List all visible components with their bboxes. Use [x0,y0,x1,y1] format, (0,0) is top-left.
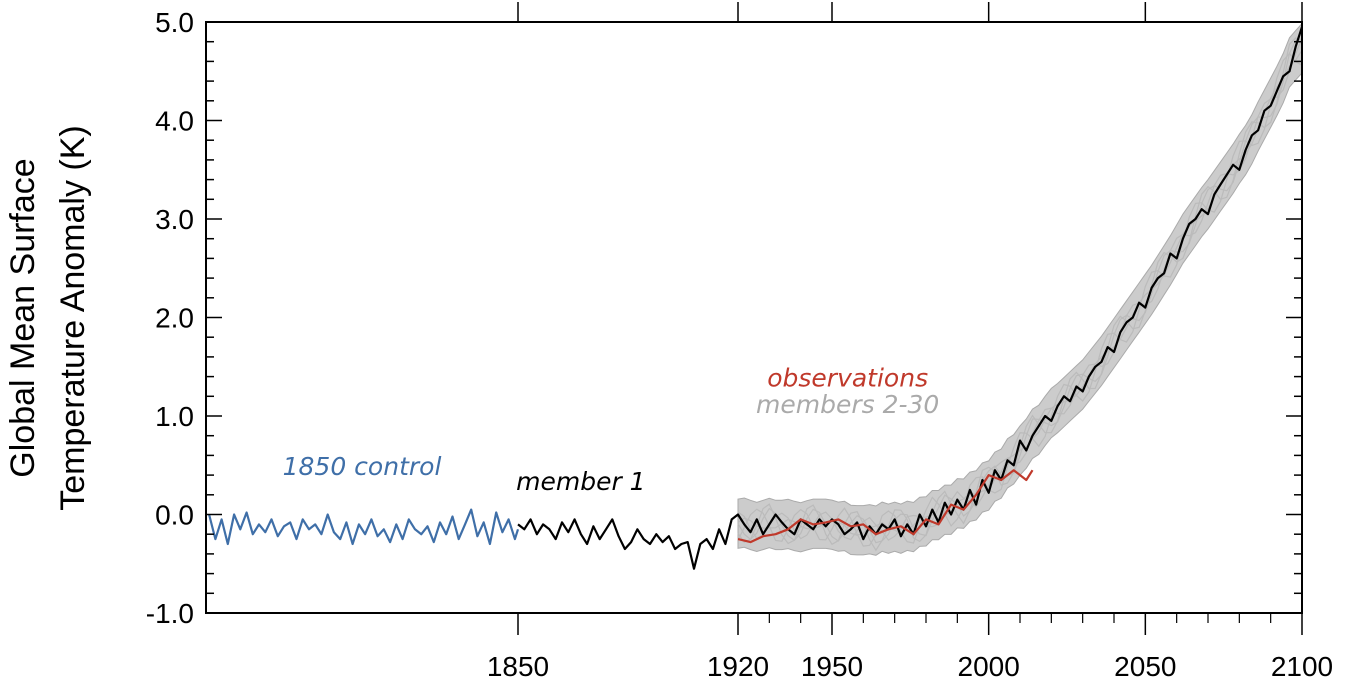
x-tick-label: 2050 [1114,651,1176,681]
ensemble-member-line [737,37,1303,552]
ensemble-member-line [737,52,1303,547]
x-tick-label: 1850 [487,651,549,681]
y-axis-label: Global Mean Surface Temperature Anomaly … [4,125,92,511]
series-line-1850-control [208,508,520,546]
x-tick-label: 1920 [707,651,769,681]
series-line-observations [737,469,1034,544]
series-lines [208,26,1304,570]
y-tick-label: 2.0 [155,303,194,334]
y-tick-label: 0.0 [155,500,194,531]
y-tick-label: -1.0 [146,598,194,629]
annotations: 1850 control member 1 observationsmembers … [283,363,940,495]
x-tick-label: 2100 [1271,651,1333,681]
y-axis-label-line-2: Temperature Anomaly (K) [54,125,92,511]
annotation-observations: observations [767,363,928,392]
ensemble-member-line [737,38,1303,544]
annotation-1850-control: 1850 control [283,452,442,481]
y-tick-label: 4.0 [155,106,194,137]
y-tick-label: 1.0 [155,401,194,432]
y-tick-label: 3.0 [155,204,194,235]
annotation-member-1: member 1 [516,467,645,496]
y-axis-label-line-1: Global Mean Surface [4,158,42,477]
y-tick-label: 5.0 [155,7,194,38]
annotation-members-2-30: members 2-30 [756,390,939,419]
x-tick-label: 1950 [801,651,863,681]
series-line-member-1 [517,26,1304,570]
x-tick-label: 2000 [958,651,1020,681]
axes: -1.0 0.0 1.0 2.0 3.0 4.0 5.0 1850 1920 1950 2000 20… [146,2,1333,681]
